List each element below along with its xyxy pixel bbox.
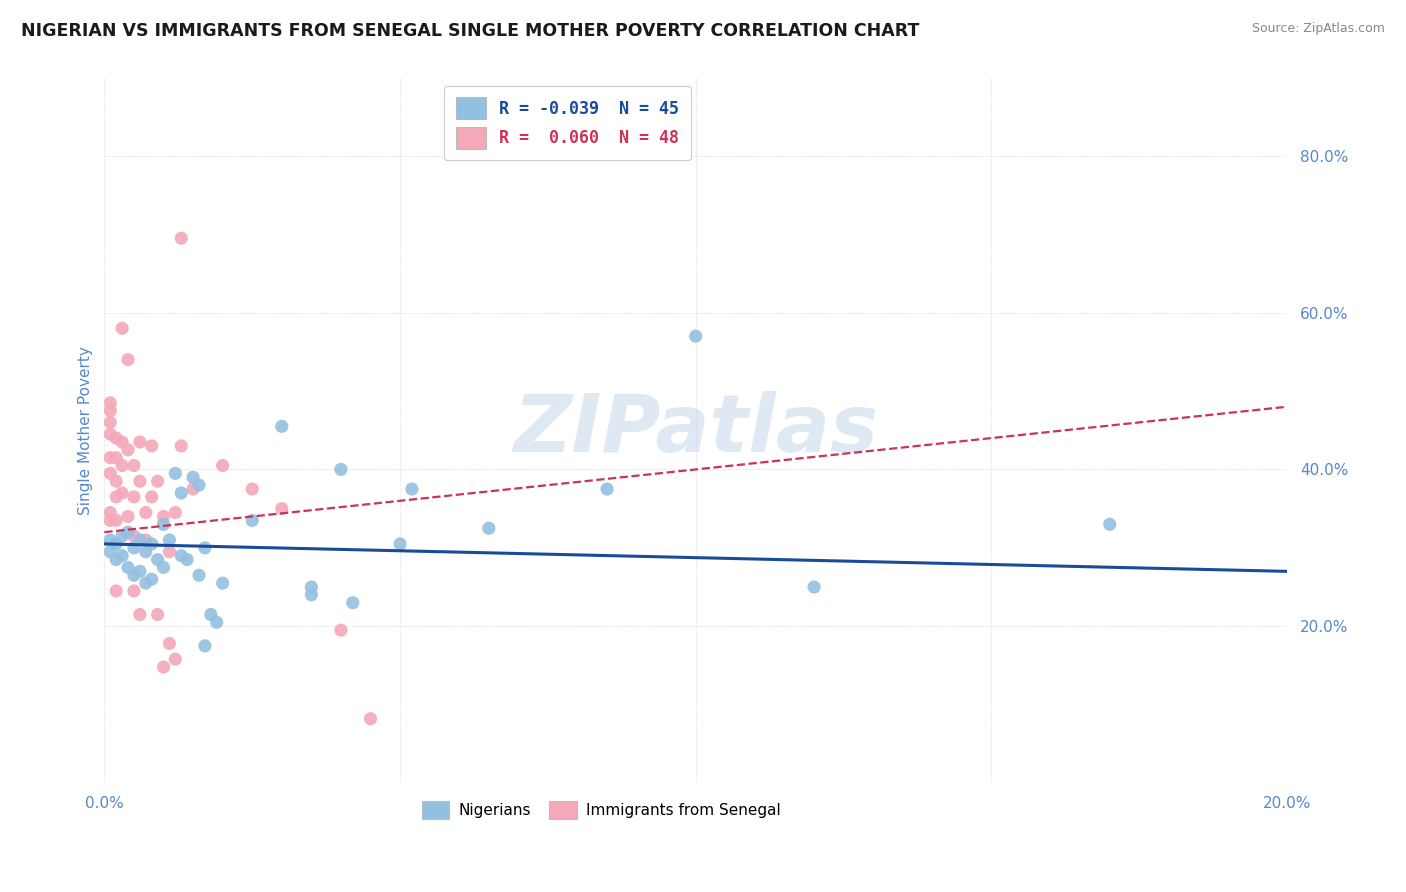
Point — [211, 576, 233, 591]
Point — [152, 560, 174, 574]
Point — [240, 482, 263, 496]
Point — [146, 552, 169, 566]
Point — [105, 474, 128, 488]
Point — [299, 580, 322, 594]
Point — [170, 439, 193, 453]
Point — [128, 474, 150, 488]
Point — [188, 478, 211, 492]
Point — [105, 584, 128, 599]
Point — [98, 450, 121, 465]
Point — [152, 517, 174, 532]
Point — [117, 525, 139, 540]
Point — [128, 607, 150, 622]
Legend: Nigerians, Immigrants from Senegal: Nigerians, Immigrants from Senegal — [416, 795, 787, 825]
Point — [152, 509, 174, 524]
Point — [170, 549, 193, 563]
Point — [181, 482, 204, 496]
Point — [146, 474, 169, 488]
Point — [205, 615, 228, 630]
Point — [128, 435, 150, 450]
Point — [117, 352, 139, 367]
Point — [98, 533, 121, 547]
Point — [159, 533, 181, 547]
Point — [360, 712, 382, 726]
Point — [299, 588, 322, 602]
Point — [98, 416, 121, 430]
Point — [111, 529, 134, 543]
Point — [122, 458, 145, 473]
Point — [165, 467, 187, 481]
Point — [478, 521, 501, 535]
Y-axis label: Single Mother Poverty: Single Mother Poverty — [79, 346, 93, 515]
Point — [141, 439, 163, 453]
Point — [128, 565, 150, 579]
Point — [111, 549, 134, 563]
Point — [141, 490, 163, 504]
Point — [188, 568, 211, 582]
Point — [803, 580, 825, 594]
Point — [135, 545, 157, 559]
Point — [98, 427, 121, 442]
Point — [122, 541, 145, 555]
Point — [98, 506, 121, 520]
Point — [270, 419, 292, 434]
Point — [165, 652, 187, 666]
Point — [98, 396, 121, 410]
Point — [105, 513, 128, 527]
Point — [329, 462, 352, 476]
Text: Source: ZipAtlas.com: Source: ZipAtlas.com — [1251, 22, 1385, 36]
Point — [135, 576, 157, 591]
Point — [98, 513, 121, 527]
Point — [270, 501, 292, 516]
Point — [141, 572, 163, 586]
Point — [685, 329, 707, 343]
Text: NIGERIAN VS IMMIGRANTS FROM SENEGAL SINGLE MOTHER POVERTY CORRELATION CHART: NIGERIAN VS IMMIGRANTS FROM SENEGAL SING… — [21, 22, 920, 40]
Point — [105, 552, 128, 566]
Point — [146, 607, 169, 622]
Point — [122, 490, 145, 504]
Point — [105, 431, 128, 445]
Point — [170, 486, 193, 500]
Point — [117, 509, 139, 524]
Point — [111, 458, 134, 473]
Point — [181, 470, 204, 484]
Point — [194, 639, 217, 653]
Point — [165, 506, 187, 520]
Point — [1098, 517, 1121, 532]
Point — [342, 596, 364, 610]
Point — [105, 450, 128, 465]
Point — [117, 442, 139, 457]
Point — [401, 482, 423, 496]
Point — [128, 533, 150, 547]
Point — [159, 636, 181, 650]
Point — [152, 660, 174, 674]
Point — [596, 482, 619, 496]
Point — [135, 506, 157, 520]
Point — [111, 321, 134, 335]
Point — [135, 533, 157, 547]
Point — [122, 584, 145, 599]
Point — [105, 490, 128, 504]
Point — [111, 435, 134, 450]
Point — [105, 537, 128, 551]
Point — [141, 537, 163, 551]
Point — [159, 545, 181, 559]
Point — [211, 458, 233, 473]
Point — [117, 560, 139, 574]
Point — [329, 623, 352, 637]
Point — [98, 403, 121, 417]
Point — [170, 231, 193, 245]
Text: ZIPatlas: ZIPatlas — [513, 392, 879, 469]
Point — [176, 552, 198, 566]
Point — [240, 513, 263, 527]
Point — [98, 545, 121, 559]
Point — [389, 537, 412, 551]
Point — [98, 467, 121, 481]
Point — [122, 568, 145, 582]
Point — [111, 486, 134, 500]
Point — [200, 607, 222, 622]
Point — [194, 541, 217, 555]
Point — [122, 529, 145, 543]
